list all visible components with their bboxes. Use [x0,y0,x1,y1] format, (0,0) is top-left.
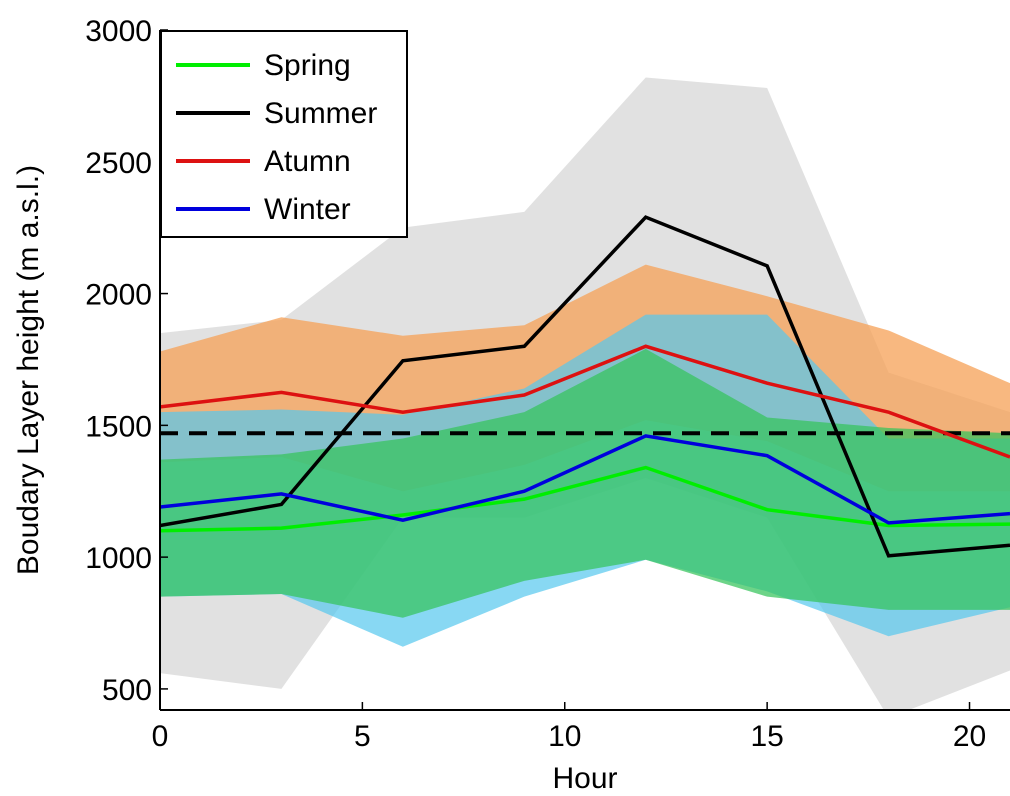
x-tick-label: 0 [152,720,169,753]
series-line-summer [160,215,1010,558]
legend-label-spring: Spring [264,49,351,82]
y-tick-label: 3000 [85,15,152,48]
tick-labels: 0 5 10 15 20 500 1000 1500 2000 2500 3000 [85,15,986,753]
y-tick-label: 2500 [85,147,152,180]
y-tick-label: 500 [102,674,152,707]
y-tick-label: 1000 [85,542,152,575]
legend-label-summer: Summer [264,97,377,130]
x-tick-label: 15 [750,720,783,753]
legend-label-atumn: Atumn [264,145,351,178]
y-tick-label: 1500 [85,410,152,443]
y-tick-label: 2000 [85,279,152,312]
x-tick-label: 20 [953,720,986,753]
x-tick-label: 5 [354,720,371,753]
legend: Spring Summer Atumn Winter [160,30,408,238]
series-line-winter [160,434,1010,525]
y-axis-title: Boudary Layer height (m a.s.l.) [12,165,45,575]
x-tick-label: 10 [548,720,581,753]
series-line-spring [160,465,1010,533]
x-axis-title: Hour [552,762,617,795]
series-lines [160,215,1010,558]
series-line-atumn [160,344,1010,459]
legend-label-winter: Winter [264,193,351,226]
